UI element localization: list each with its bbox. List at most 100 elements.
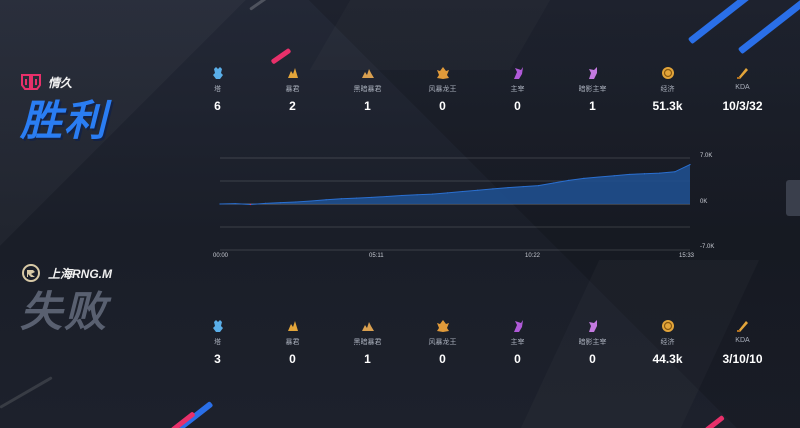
stat-value: 0 (514, 352, 521, 366)
stat-value: 0 (439, 99, 446, 113)
stat-value: 1 (364, 352, 371, 366)
storm-dragon-icon (436, 319, 450, 333)
shadow-overlord-icon (586, 66, 600, 80)
gold-diff-point (598, 176, 600, 178)
gold-diff-point (492, 188, 494, 190)
gold-diff-point (477, 189, 479, 191)
gold-diff-point (461, 190, 464, 193)
gold-diff-point (674, 171, 676, 173)
gold-difference-chart (219, 157, 691, 251)
gold-diff-point (386, 195, 388, 198)
stat-value: 3/10/10 (722, 352, 763, 366)
gold-diff-point (264, 202, 267, 204)
stat-value: 0 (289, 352, 296, 366)
stat-value: 0 (439, 352, 446, 366)
stat-tyrant: 暴君 0 (255, 319, 330, 366)
stat-label: 塔 (214, 339, 221, 346)
stat-value: 51.3k (652, 99, 683, 113)
side-handle[interactable] (786, 180, 800, 216)
stat-label: 暴君 (285, 339, 300, 346)
gold-diff-point (507, 186, 509, 189)
gold-diff-point (355, 197, 358, 199)
stat-overlord: 主宰 0 (480, 66, 555, 113)
gold-diff-point (280, 202, 282, 204)
gold-diff-point (431, 193, 433, 195)
stat-value: 1 (364, 99, 371, 113)
stat-dark-tyrant: 黑暗暴君 1 (330, 319, 405, 366)
stat-value: 2 (289, 99, 296, 113)
stat-value: 3 (214, 352, 221, 366)
overlord-icon (511, 66, 525, 80)
tower-icon (211, 66, 225, 80)
stat-storm-dragon: 风暴龙王 0 (405, 66, 480, 113)
gold-diff-point (325, 199, 327, 201)
team-loser: 上海RNG.M 失败 (20, 263, 112, 335)
tyrant-icon (286, 66, 300, 80)
gold-diff-line (219, 164, 691, 206)
stat-kda: KDA 3/10/10 (705, 319, 780, 366)
gold-diff-point (689, 163, 691, 166)
stat-label: 主宰 (510, 86, 525, 93)
stat-label: 主宰 (510, 339, 525, 346)
dark-tyrant-icon (361, 66, 375, 80)
gold-diff-point (416, 194, 418, 196)
gold-diff-point (340, 198, 342, 200)
stats-row-loser: 塔 3 暴君 0 黑暗暴君 1 风暴龙王 0 主宰 0 暗影主宰 0 经济 44.3k KDA 3/10/10 (180, 319, 780, 366)
team-logo-icon (20, 72, 42, 92)
stat-label: 经济 (660, 339, 675, 346)
dark-tyrant-icon (361, 319, 375, 333)
team-name: 情久 (48, 75, 73, 90)
stats-row-winner: 塔 6 暴君 2 黑暗暴君 1 风暴龙王 0 主宰 0 暗影主宰 1 经济 51.3k KDA 10/3/32 (180, 66, 780, 113)
team-name: 上海RNG.M (48, 266, 112, 281)
y-tick-label: -7.0K (700, 244, 715, 250)
gold-diff-point (583, 177, 585, 179)
stat-shadow-overlord: 暗影主宰 0 (555, 319, 630, 366)
gold-diff-point (234, 203, 236, 205)
gold-diff-point (310, 200, 312, 202)
storm-dragon-icon (436, 66, 450, 80)
stat-label: 暗影主宰 (578, 339, 607, 346)
gold-diff-point (613, 175, 615, 177)
gold-diff-point (446, 192, 449, 194)
x-tick-label: 10:22 (525, 253, 541, 259)
team-header: 上海RNG.M (20, 263, 112, 283)
stat-dark-tyrant: 黑暗暴君 1 (330, 66, 405, 113)
kda-icon (736, 319, 750, 333)
gold-diff-point (552, 182, 555, 184)
team-logo-icon (20, 263, 42, 283)
stat-shadow-overlord: 暗影主宰 1 (555, 66, 630, 113)
gold-diff-point (371, 196, 373, 199)
gold-diff-area (220, 164, 690, 205)
gold-diff-point (643, 173, 646, 175)
stat-storm-dragon: 风暴龙王 0 (405, 319, 480, 366)
stat-value: 6 (214, 99, 221, 113)
stat-value: 10/3/32 (722, 99, 763, 113)
stat-label: 风暴龙王 (428, 339, 457, 346)
stat-tyrant: 暴君 2 (255, 66, 330, 113)
overlord-icon (511, 319, 525, 333)
y-tick-label: 7.0K (700, 153, 713, 159)
stat-overlord: 主宰 0 (480, 319, 555, 366)
tyrant-icon (286, 319, 300, 333)
gold-diff-point (219, 203, 221, 205)
gold-icon (661, 66, 675, 80)
result-label: 失败 (20, 288, 109, 335)
gold-diff-point (568, 179, 570, 181)
gold-diff-point (249, 203, 251, 206)
x-tick-label: 00:00 (213, 253, 229, 259)
stat-gold: 经济 51.3k (630, 66, 705, 113)
kda-icon (736, 66, 750, 80)
stat-gold: 经济 44.3k (630, 319, 705, 366)
tower-icon (211, 319, 225, 333)
team-winner: 情久 胜利 (20, 72, 108, 144)
gold-diff-point (537, 185, 539, 187)
stat-label: 暗影主宰 (578, 86, 607, 93)
stat-value: 0 (589, 352, 596, 366)
stat-label: KDA (735, 337, 750, 344)
gold-diff-point (659, 172, 661, 174)
gold-diff-point (295, 201, 297, 203)
stat-label: 暴君 (285, 86, 300, 93)
stat-value: 1 (589, 99, 596, 113)
